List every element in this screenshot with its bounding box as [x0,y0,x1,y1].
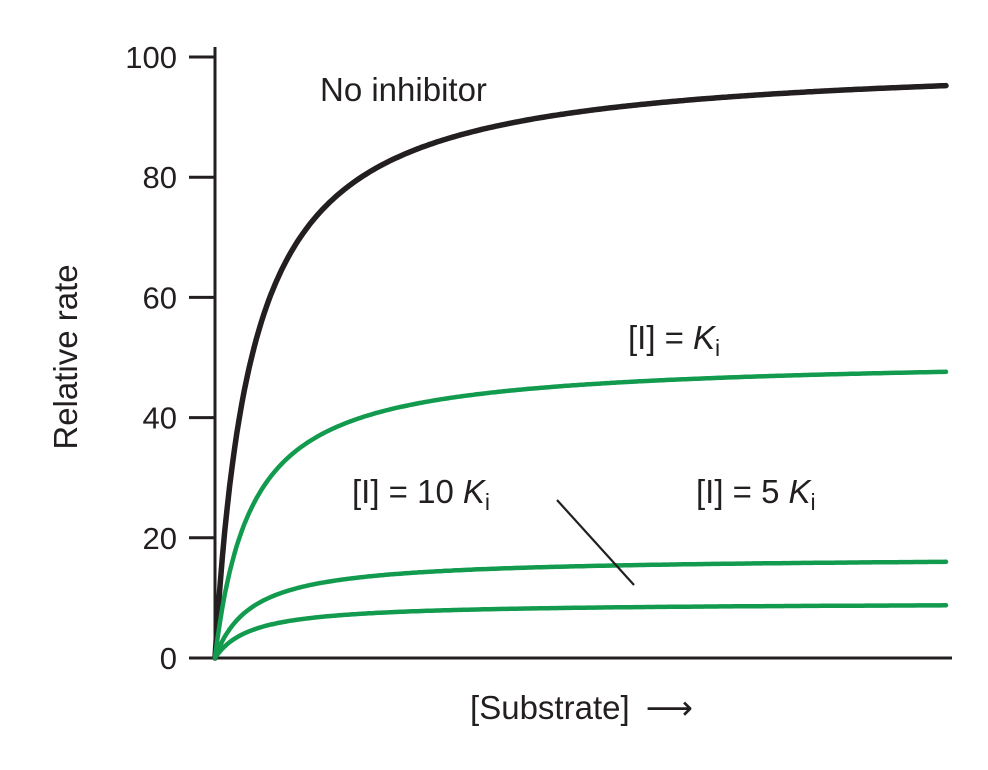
y-tick-label: 80 [143,160,177,195]
x-axis-title: [Substrate] ⟶ [215,688,948,727]
annotation-no-inhibitor-label: No inhibitor [320,71,487,108]
curve-i-equals-ki [212,369,949,661]
curve-i-equals-5ki [212,559,949,661]
y-tick-label: 0 [160,641,177,676]
y-axis-title: Relative rate [47,264,84,450]
y-tick-label: 20 [143,521,177,556]
curve-no-inhibitor [212,82,949,661]
annotation-i-10ki-label: [I] = 10 Ki [352,473,490,515]
y-tick-label: 100 [125,40,177,75]
annotation-i-ki-label: [I] = Ki [628,319,720,361]
x-axis-title-text: [Substrate] [470,689,630,726]
right-arrow-icon: ⟶ [645,689,693,726]
curve-i-equals-10ki [212,603,949,661]
annotation-leader-line [556,499,635,586]
y-tick-label: 60 [143,280,177,315]
y-tick-label: 40 [143,401,177,436]
annotation-i-5ki-label: [I] = 5 Ki [696,473,816,515]
